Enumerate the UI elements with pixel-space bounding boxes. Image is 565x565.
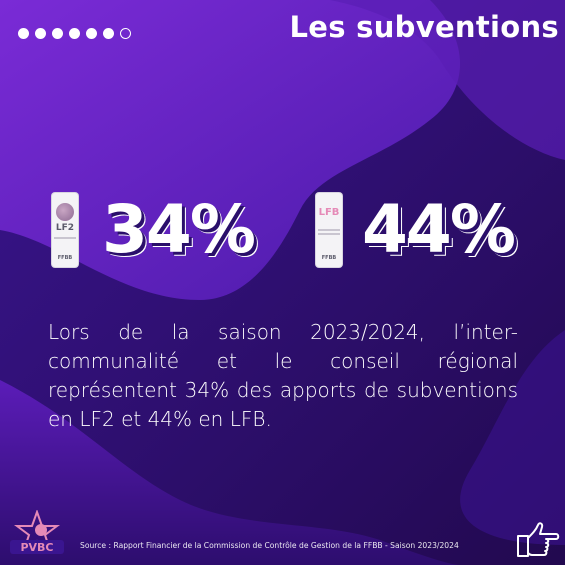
basketball-icon	[56, 203, 74, 221]
stat-value: 44%	[362, 191, 516, 268]
source-note: Source : Rapport Financier de la Commiss…	[80, 541, 459, 550]
divider	[318, 229, 340, 231]
progress-dot	[103, 28, 114, 39]
body-paragraph: Lors de la saison 2023/2024, l’inter-com…	[48, 320, 518, 431]
svg-text:PVBC: PVBC	[20, 541, 53, 554]
badge-org: FFBB	[321, 255, 337, 261]
stat-value: 34%	[102, 191, 256, 268]
divider	[54, 237, 76, 239]
badge-org: FFBB	[57, 255, 73, 261]
progress-dot	[52, 28, 63, 39]
pointing-hand-icon[interactable]	[514, 520, 560, 560]
progress-dot	[86, 28, 97, 39]
badge-label: LFB	[318, 207, 340, 218]
progress-dot	[18, 28, 29, 39]
divider	[318, 233, 340, 235]
badge-label: LF2	[55, 223, 75, 233]
progress-dots	[18, 28, 131, 39]
progress-dot	[69, 28, 80, 39]
page-title: Les subventions	[289, 10, 559, 44]
lfb-badge-logo: LFB FFBB	[316, 193, 342, 267]
progress-dot-current	[120, 28, 131, 39]
pvbc-logo: PVBC	[10, 510, 64, 554]
progress-dot	[35, 28, 46, 39]
lf2-badge-logo: LF2 FFBB	[52, 193, 78, 267]
